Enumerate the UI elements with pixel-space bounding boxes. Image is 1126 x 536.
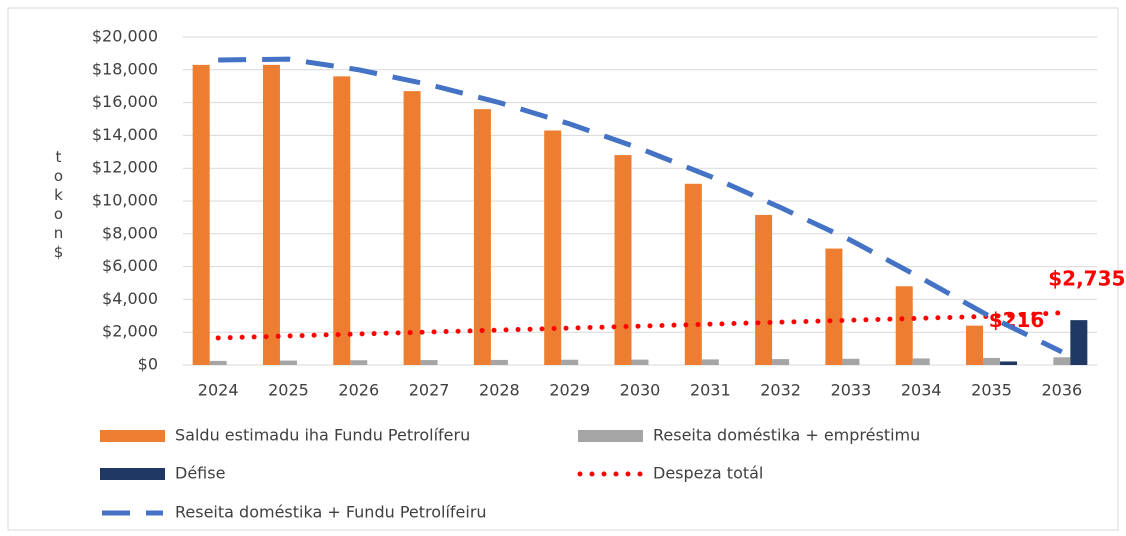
y-tick-label: $8,000 [102,223,158,242]
bar [684,183,702,365]
x-tick-label: 2029 [549,381,590,400]
legend-label: Reseita doméstika + Fundu Petrolífeiru [175,503,487,522]
x-tick-label: 2032 [760,381,801,400]
y-tick-label: $0 [138,355,158,374]
x-tick-label: 2024 [198,381,239,400]
y-tick-label: $14,000 [92,125,158,144]
bar [701,359,719,365]
bar [420,360,438,365]
y-axis-label: tokon$ [50,148,68,262]
legend-label: Saldu estimadu iha Fundu Petrolíferu [175,426,470,445]
bar [631,359,649,365]
bar [912,358,930,365]
bar [842,358,860,365]
bar [1053,357,1071,365]
legend-swatch [100,430,165,442]
bar [333,76,351,366]
x-tick-label: 2031 [690,381,731,400]
x-tick-label: 2030 [620,381,661,400]
bar [473,109,491,365]
x-tick-label: 2028 [479,381,520,400]
bar [1000,361,1018,365]
y-tick-label: $6,000 [102,256,158,275]
bar [403,91,421,366]
x-tick-label: 2025 [268,381,309,400]
bar [772,359,790,365]
y-tick-label: $12,000 [92,158,158,177]
legend-swatch [100,468,165,480]
bar [895,286,913,365]
x-tick-label: 2035 [971,381,1012,400]
y-tick-label: $20,000 [92,27,158,46]
bar [279,360,297,365]
bar [983,357,1001,365]
y-tick-label: $10,000 [92,191,158,210]
line-series [215,310,1065,341]
y-tick-label: $2,000 [102,322,158,341]
bar [209,360,227,365]
legend-label: Reseita doméstika + empréstimu [653,426,920,445]
y-tick-label: $4,000 [102,289,158,308]
x-tick-label: 2033 [831,381,872,400]
bar [614,155,632,365]
bar [755,214,773,365]
bar [1070,320,1088,365]
legend-swatch [578,430,643,442]
x-tick-label: 2034 [901,381,942,400]
y-tick-label: $16,000 [92,92,158,111]
bar [490,359,508,365]
bar [350,360,368,365]
data-label: $2,735 [1048,267,1125,291]
chart-border [7,7,1119,531]
legend-label: Défise [175,464,225,483]
x-tick-label: 2027 [409,381,450,400]
line-series [218,56,1063,355]
bar [561,359,579,365]
y-tick-label: $18,000 [92,59,158,78]
legend-label: Despeza totál [653,464,763,483]
bar [192,64,210,365]
bar [262,64,280,365]
bar [544,130,562,365]
bar [966,325,984,365]
bar [825,248,843,365]
x-tick-label: 2026 [338,381,379,400]
x-tick-label: 2036 [1041,381,1082,400]
